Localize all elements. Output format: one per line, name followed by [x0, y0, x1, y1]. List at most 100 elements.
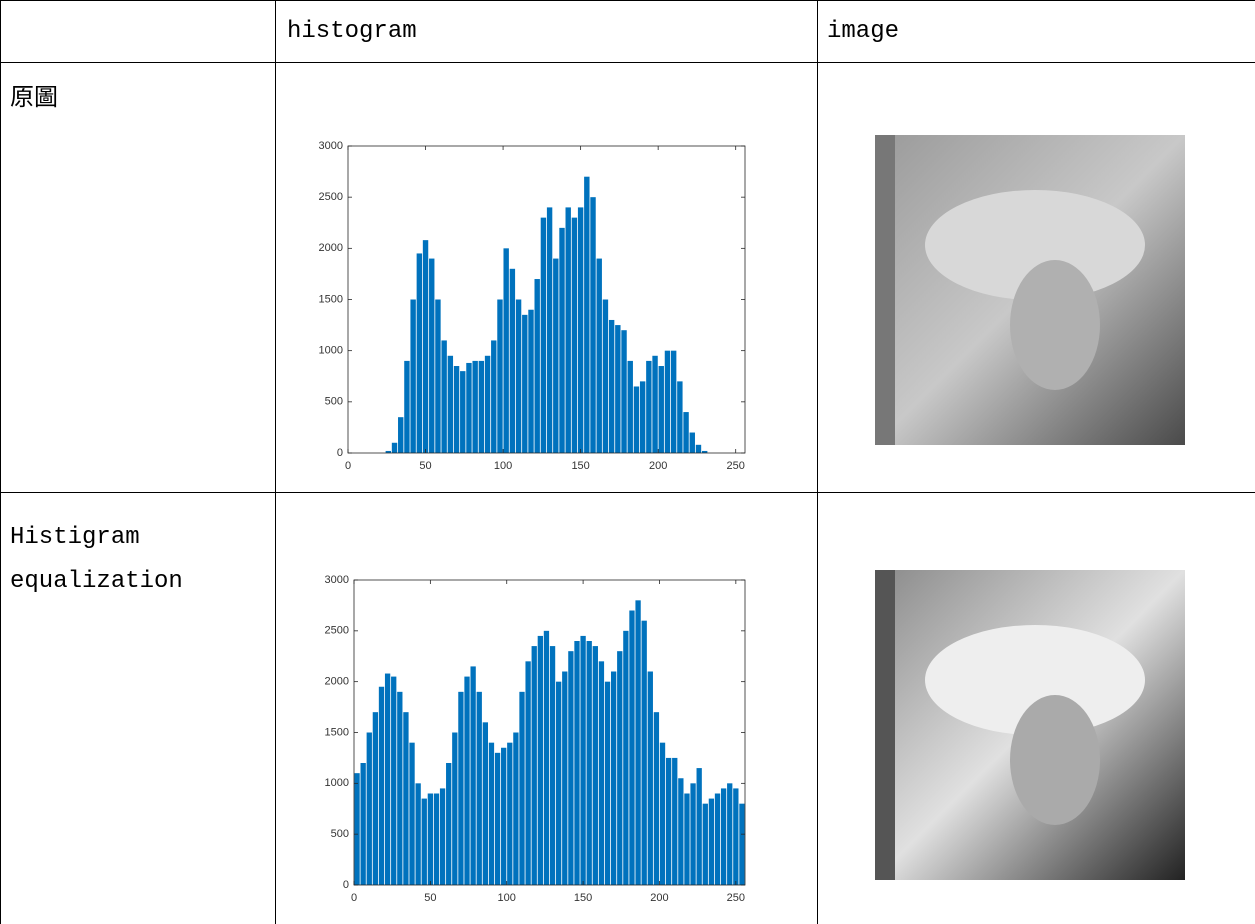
bar — [494, 752, 501, 885]
bar — [543, 630, 550, 885]
bar — [525, 661, 531, 885]
y-tick-label: 500 — [331, 828, 349, 840]
bar — [617, 651, 623, 885]
bar — [360, 763, 366, 885]
bar — [429, 258, 435, 453]
bar — [546, 207, 553, 453]
bar — [562, 671, 568, 885]
bar — [670, 350, 677, 453]
bar — [639, 381, 646, 453]
bar — [689, 432, 695, 453]
table-border — [817, 0, 818, 924]
bar — [615, 325, 621, 453]
x-tick-label: 50 — [424, 892, 436, 904]
bar — [354, 773, 360, 885]
bar — [629, 610, 635, 885]
bar — [684, 793, 690, 885]
x-tick-label: 0 — [345, 460, 351, 472]
histogram-chart: 0 500 1000 1500 2000 2500 3000 0 50 100 150 200 250 — [319, 140, 746, 472]
bar — [422, 240, 429, 453]
bar — [366, 732, 372, 885]
bar — [441, 340, 447, 453]
bar — [559, 227, 565, 453]
y-tick-label: 3000 — [325, 574, 349, 586]
bar — [677, 381, 683, 453]
bar — [384, 673, 391, 885]
bar — [522, 314, 528, 453]
x-tick-label: 250 — [727, 892, 745, 904]
bar — [433, 793, 440, 885]
bar — [410, 299, 416, 453]
bar — [604, 681, 611, 885]
bar — [403, 712, 409, 885]
bar — [476, 691, 482, 885]
bar — [397, 691, 403, 885]
bar — [519, 691, 525, 885]
x-tick-label: 150 — [571, 460, 589, 472]
bar — [633, 386, 640, 453]
bar — [378, 686, 385, 885]
y-tick-label: 2500 — [319, 191, 343, 203]
y-tick-label: 2000 — [325, 676, 349, 688]
x-tick-label: 100 — [498, 892, 516, 904]
bar — [531, 646, 537, 885]
bar — [446, 763, 452, 885]
y-tick-label: 2000 — [319, 242, 343, 254]
bar — [501, 747, 507, 885]
bar — [665, 757, 672, 885]
bar — [653, 712, 660, 885]
photo — [875, 570, 1185, 880]
bar — [515, 299, 522, 453]
bar — [574, 641, 580, 885]
bar — [464, 676, 470, 885]
column-header: histogram — [287, 18, 417, 45]
bar — [439, 788, 446, 885]
bar — [602, 299, 609, 453]
bar — [372, 712, 379, 885]
y-tick-label: 2500 — [325, 625, 349, 637]
bar — [509, 268, 516, 453]
column-header: image — [827, 18, 900, 45]
bar — [580, 635, 586, 885]
row-label: Histigram equalization — [10, 524, 183, 595]
bar — [537, 635, 543, 885]
histogram-chart: 0 500 1000 1500 2000 2500 3000 0 50 100 150 200 250 — [325, 574, 746, 904]
bar — [568, 651, 574, 885]
bar — [652, 355, 658, 453]
y-tick-label: 3000 — [319, 140, 343, 152]
bar — [460, 371, 466, 453]
bar — [507, 742, 513, 885]
bar — [610, 671, 617, 885]
y-tick-label: 500 — [325, 396, 343, 408]
bar — [577, 207, 584, 453]
bar — [695, 444, 702, 453]
bar — [646, 360, 652, 453]
bar — [415, 783, 421, 885]
y-tick-label: 1000 — [325, 777, 349, 789]
bar — [696, 768, 702, 885]
bar — [497, 299, 503, 453]
table-border — [275, 0, 276, 924]
bar — [482, 722, 489, 885]
bar — [683, 412, 689, 453]
bar — [586, 641, 592, 885]
bar — [452, 732, 458, 885]
x-tick-label: 50 — [419, 460, 431, 472]
x-tick-label: 150 — [574, 892, 592, 904]
bar — [690, 783, 696, 885]
bar — [513, 732, 519, 885]
table-border — [0, 0, 1255, 1]
y-tick-label: 0 — [337, 447, 343, 459]
bar — [553, 258, 559, 453]
bar — [549, 646, 556, 885]
bar — [472, 360, 478, 453]
bar — [391, 676, 397, 885]
bar — [672, 757, 678, 885]
bar — [714, 793, 721, 885]
bar — [556, 681, 562, 885]
bar — [664, 350, 671, 453]
bar — [702, 803, 708, 885]
x-tick-label: 250 — [727, 460, 745, 472]
bar — [733, 788, 739, 885]
